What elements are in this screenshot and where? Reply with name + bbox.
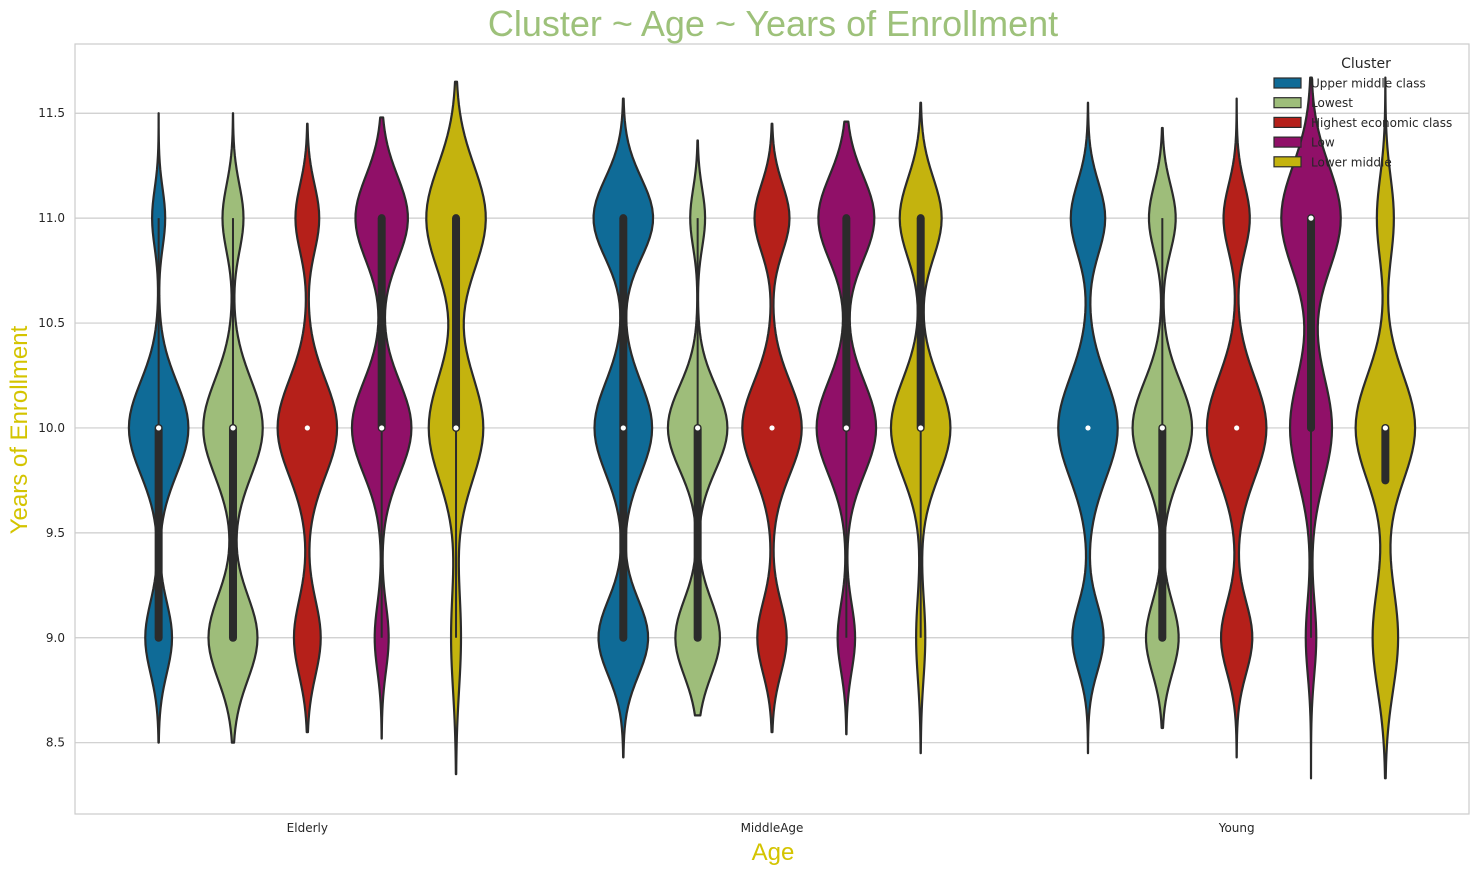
violin-young — [1280, 76, 1342, 780]
x-axis-label: Age — [752, 839, 795, 866]
legend-label: Lower middle — [1311, 155, 1392, 169]
legend-items: Upper middle class Lowest Highest economic… — [1273, 77, 1452, 169]
violin-elderly — [276, 122, 339, 734]
violin-median — [1085, 425, 1091, 431]
violin-median — [843, 425, 849, 431]
violin-middleage — [666, 139, 729, 717]
legend-swatch — [1273, 116, 1302, 129]
legend-label: Low — [1311, 136, 1335, 150]
legend-swatch — [1273, 97, 1302, 109]
x-axis-ticks: Elderly MiddleAge Young — [287, 821, 1255, 835]
violin-median — [379, 425, 385, 431]
violins — [127, 76, 1417, 780]
violin-middleage — [592, 97, 655, 759]
violin-young — [1354, 76, 1417, 780]
legend-swatch — [1273, 156, 1302, 168]
violin-median — [918, 425, 924, 431]
legend-swatch — [1273, 136, 1302, 148]
violin-middleage — [889, 101, 952, 755]
y-axis-ticks: 8.5 9.0 9.5 10.0 10.5 11.0 11.5 — [38, 106, 65, 749]
violin-elderly — [202, 112, 264, 744]
violin-median — [1159, 425, 1165, 431]
violin-elderly — [350, 116, 413, 740]
violin-young — [1131, 126, 1194, 730]
legend-title: Cluster — [1341, 56, 1391, 72]
legend: Cluster Upper middle class Lowest Highest … — [1273, 56, 1452, 169]
y-tick-label: 8.5 — [46, 736, 65, 750]
violin-median — [1234, 425, 1240, 431]
violin-elderly — [425, 80, 487, 776]
violin-median — [695, 425, 701, 431]
legend-label: Upper middle class — [1311, 77, 1426, 91]
violin-median — [156, 425, 162, 431]
violin-median — [304, 425, 310, 431]
violin-median — [230, 425, 236, 431]
violin-median — [769, 425, 775, 431]
violin-elderly — [127, 112, 190, 744]
y-tick-label: 10.5 — [38, 316, 65, 330]
violin-median — [1382, 425, 1388, 431]
y-tick-label: 11.5 — [38, 106, 65, 120]
x-tick-label: Young — [1218, 821, 1255, 835]
violin-median — [1308, 215, 1314, 221]
violin-median — [453, 425, 459, 431]
x-tick-label: Elderly — [287, 821, 328, 835]
violin-young — [1057, 101, 1119, 755]
legend-swatch — [1273, 77, 1302, 89]
plot-area — [74, 43, 1470, 815]
chart-title: Cluster ~ Age ~ Years of Enrollment — [488, 3, 1058, 44]
violin-young — [1205, 97, 1268, 759]
legend-label: Highest economic class — [1311, 116, 1452, 130]
y-tick-label: 9.0 — [46, 631, 65, 645]
violin-middleage — [741, 122, 803, 734]
violin-middleage — [815, 120, 878, 736]
violin-median — [620, 425, 626, 431]
y-tick-label: 9.5 — [46, 526, 65, 540]
y-tick-label: 10.0 — [38, 421, 65, 435]
legend-label: Lowest — [1311, 96, 1353, 110]
y-axis-label: Years of Enrollment — [6, 325, 33, 534]
x-tick-label: MiddleAge — [741, 821, 804, 835]
y-tick-label: 11.0 — [38, 211, 65, 225]
